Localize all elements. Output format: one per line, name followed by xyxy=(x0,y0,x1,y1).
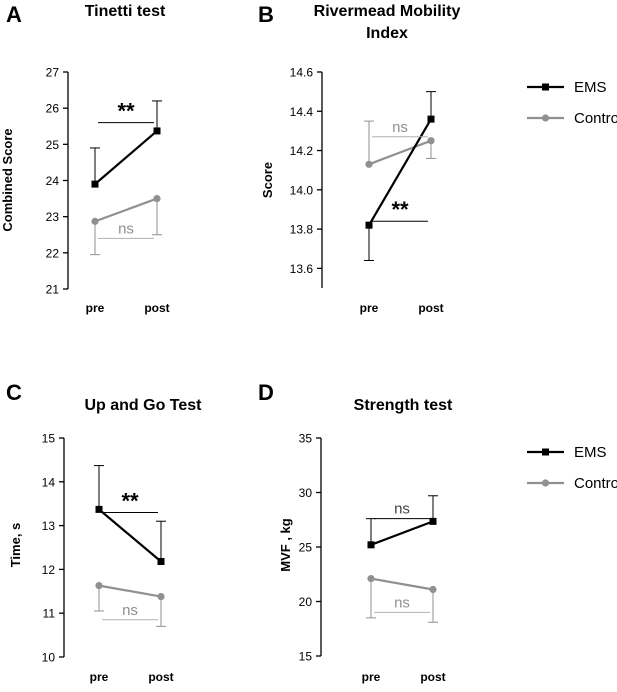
x-tick-label: pre xyxy=(360,301,379,315)
y-tick-label: 13.8 xyxy=(290,223,314,237)
chart-title-line: Index xyxy=(366,25,408,42)
y-axis-label: Score xyxy=(260,162,275,198)
significance-label: ** xyxy=(121,488,139,513)
ems-series-line xyxy=(98,508,162,563)
control-series-line xyxy=(94,197,158,223)
control-data-point xyxy=(95,582,103,590)
ems-series-line xyxy=(94,130,158,185)
panel-letter: A xyxy=(6,2,22,27)
y-tick-label: 35 xyxy=(299,432,313,446)
panel-letter: B xyxy=(258,2,274,27)
ems-series-line xyxy=(370,520,434,546)
control-data-point xyxy=(367,575,375,583)
y-tick-label: 14.0 xyxy=(290,183,314,197)
x-tick-label: pre xyxy=(90,670,109,684)
ems-data-point xyxy=(365,221,373,229)
legend-ems-marker xyxy=(542,83,549,91)
significance-label: ns xyxy=(392,119,408,136)
y-tick-label: 20 xyxy=(299,595,313,609)
significance-label: ns xyxy=(118,220,134,237)
significance-label: ** xyxy=(391,197,409,222)
control-data-point xyxy=(429,585,437,594)
ems-data-point xyxy=(157,558,165,566)
ems-data-point xyxy=(429,517,437,525)
chart-panel-b: B Rivermead Mobility Index Score 13.6 13.8 14.… xyxy=(258,2,460,315)
ems-data-point xyxy=(427,115,435,123)
x-tick-label: post xyxy=(144,301,169,315)
chart-title: Strength test xyxy=(354,397,453,414)
y-tick-label: 15 xyxy=(42,432,56,446)
legend-ems-label: EMS xyxy=(574,444,607,461)
y-tick-label: 24 xyxy=(46,174,60,188)
y-tick-label: 12 xyxy=(42,563,56,577)
y-tick-label: 30 xyxy=(299,486,313,500)
control-series-line xyxy=(370,577,434,591)
legend: EMS Control xyxy=(527,444,617,492)
chart-title: Up and Go Test xyxy=(84,397,202,414)
significance-label: ns xyxy=(394,501,410,518)
y-tick-label: 14.6 xyxy=(290,66,314,80)
y-axis-label: MVF , kg xyxy=(278,518,293,572)
chart-panel-c: C Up and Go Test Time, s 10 11 12 13 14 15 pre pos… xyxy=(6,380,202,684)
y-tick-label: 10 xyxy=(42,651,56,665)
ems-data-point xyxy=(91,180,99,188)
y-tick-label: 25 xyxy=(299,541,313,555)
control-data-point xyxy=(365,160,373,168)
chart-panel-a: A Tinetti test Combined Score 21 22 23 24 25 26 2… xyxy=(0,2,170,315)
x-tick-label: post xyxy=(418,301,443,315)
y-tick-label: 14 xyxy=(42,475,56,489)
y-tick-label: 14.4 xyxy=(290,105,314,119)
legend-control-label: Control xyxy=(574,475,617,492)
y-tick-label: 11 xyxy=(43,607,56,621)
y-tick-label: 14.2 xyxy=(290,144,314,158)
ems-data-point xyxy=(153,127,161,135)
significance-label: ** xyxy=(117,99,135,124)
legend-ems-label: EMS xyxy=(574,79,607,96)
chart-title: Tinetti test xyxy=(85,3,166,20)
control-data-point xyxy=(91,217,99,225)
legend-ems-marker xyxy=(542,448,549,456)
x-tick-label: pre xyxy=(86,301,105,315)
panel-letter: D xyxy=(258,380,274,405)
y-tick-label: 25 xyxy=(46,138,60,152)
y-tick-label: 21 xyxy=(46,283,60,297)
control-series-line xyxy=(98,584,162,598)
y-tick-label: 13 xyxy=(42,519,56,533)
chart-panel-d: D Strength test MVF , kg 15 20 25 30 35 pre post n… xyxy=(258,380,453,684)
y-tick-label: 26 xyxy=(46,102,60,116)
y-tick-label: 23 xyxy=(46,210,60,224)
control-series-line xyxy=(368,139,432,166)
significance-label: ns xyxy=(394,594,410,611)
control-data-point xyxy=(157,592,165,601)
control-data-point xyxy=(153,194,161,203)
legend-control-label: Control xyxy=(574,110,617,127)
chart-title-line: Rivermead Mobility xyxy=(314,3,461,20)
x-tick-label: pre xyxy=(362,670,381,684)
legend-control-marker xyxy=(541,479,550,487)
significance-label: ns xyxy=(122,602,138,619)
y-axis-label: Combined Score xyxy=(0,128,15,231)
chart-title: Rivermead Mobility Index xyxy=(314,3,461,42)
ems-data-point xyxy=(95,505,103,513)
x-tick-label: post xyxy=(420,670,445,684)
legend-control-marker xyxy=(541,114,550,122)
y-axis-label: Time, s xyxy=(8,523,23,568)
y-tick-label: 27 xyxy=(46,66,60,80)
control-data-point xyxy=(427,137,435,145)
y-tick-label: 22 xyxy=(46,246,60,260)
x-tick-label: post xyxy=(148,670,173,684)
legend: EMS Control xyxy=(527,79,617,127)
panel-letter: C xyxy=(6,380,22,405)
y-tick-label: 15 xyxy=(299,650,313,664)
ems-data-point xyxy=(367,541,375,549)
y-tick-label: 13.6 xyxy=(290,262,314,276)
